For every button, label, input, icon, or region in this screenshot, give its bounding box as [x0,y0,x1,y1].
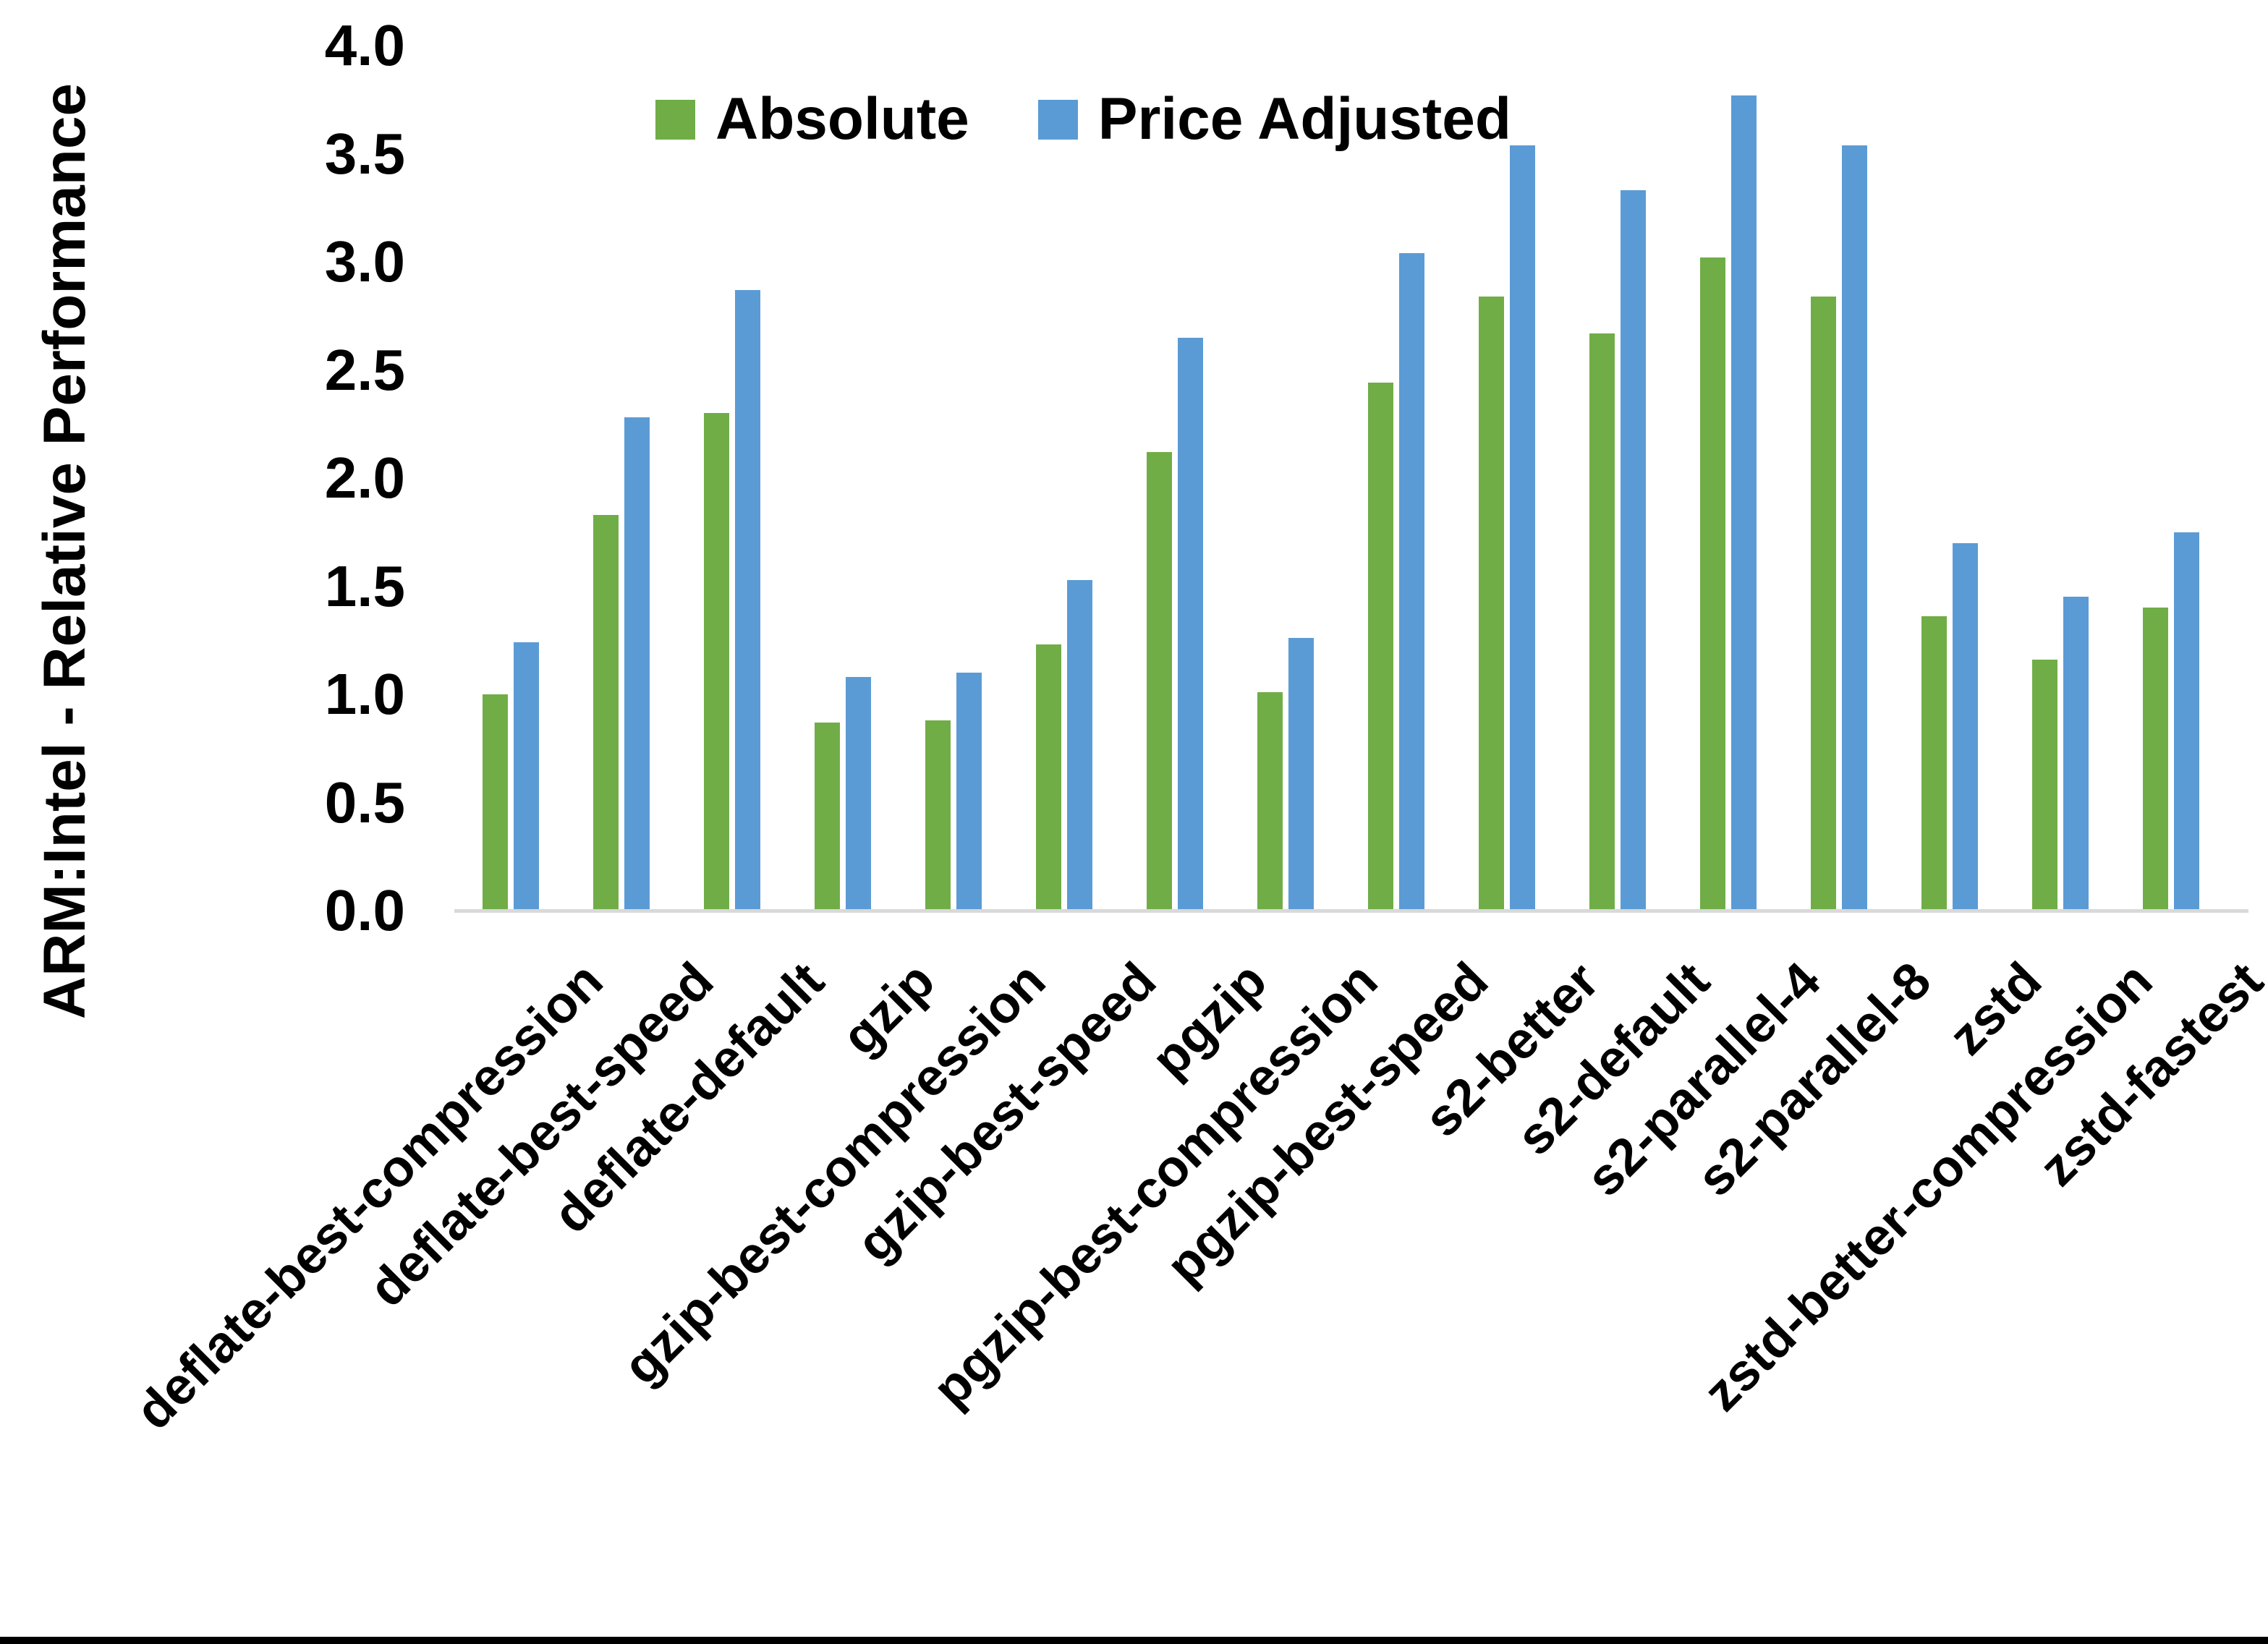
bar-price-adjusted-gzip-best-speed [1067,580,1092,911]
y-axis-title: ARM:Intel - Relative Performance [32,82,98,1020]
bar-price-adjusted-zstd-fastest [2174,532,2199,911]
bar-absolute-s2-better [1479,297,1504,911]
bar-absolute-gzip-best-compression [925,720,951,911]
bar-absolute-pgzip [1147,452,1172,911]
bar-price-adjusted-s2-parallel-8 [1842,145,1867,911]
y-tick-label-4.0: 4.0 [324,13,405,77]
y-tick-label-2.5: 2.5 [324,337,405,402]
bar-price-adjusted-gzip-best-compression [956,673,982,911]
bar-price-adjusted-s2-better [1510,145,1535,911]
bar-price-adjusted-s2-default [1621,190,1646,911]
legend-item-absolute: Absolute [655,85,969,153]
x-axis-line [454,909,2248,913]
bar-absolute-pgzip-best-speed [1368,383,1393,911]
legend-label: Absolute [715,86,969,152]
legend-swatch-icon [1037,99,1078,140]
y-tick-label-0.0: 0.0 [324,878,405,942]
legend-label: Price Adjusted [1097,86,1511,152]
bar-absolute-zstd-better-compression [2032,660,2057,911]
bar-price-adjusted-gzip [846,677,871,911]
bar-absolute-zstd-fastest [2143,608,2168,911]
y-tick-label-3.5: 3.5 [324,121,405,186]
legend: Absolute Price Adjusted [655,85,1511,153]
legend-swatch-icon [655,99,695,140]
bar-price-adjusted-deflate-default [735,290,760,911]
bar-absolute-gzip [815,723,840,911]
legend-item-price-adjusted: Price Adjusted [1037,85,1511,153]
y-tick-label-1.5: 1.5 [324,553,405,618]
bar-price-adjusted-pgzip-best-speed [1399,253,1424,911]
bar-absolute-gzip-best-speed [1036,644,1061,911]
bar-absolute-s2-default [1589,333,1615,911]
bottom-frame-border [0,1637,2268,1644]
bar-absolute-s2-parallel-8 [1811,297,1836,911]
bar-price-adjusted-deflate-best-speed [624,417,650,911]
bar-absolute-deflate-best-speed [593,515,619,911]
bar-price-adjusted-deflate-best-compression [514,642,539,911]
bar-price-adjusted-s2-parallel-4 [1731,95,1757,911]
bar-absolute-deflate-best-compression [483,694,508,911]
bar-absolute-zstd [1921,616,1947,911]
bar-price-adjusted-pgzip [1178,338,1203,911]
y-tick-label-1.0: 1.0 [324,662,405,726]
y-tick-label-2.0: 2.0 [324,446,405,510]
bar-absolute-deflate-default [704,413,729,911]
x-category-label-deflate-best-compression: deflate-best-compression [124,951,614,1441]
bar-price-adjusted-zstd [1953,543,1978,911]
plot-area [454,46,2248,911]
bar-absolute-s2-parallel-4 [1700,257,1725,911]
y-tick-label-3.0: 3.0 [324,229,405,294]
y-tick-label-0.5: 0.5 [324,770,405,835]
bar-absolute-pgzip-best-compression [1257,692,1283,911]
bar-price-adjusted-pgzip-best-compression [1288,638,1314,911]
bar-price-adjusted-zstd-better-compression [2063,597,2089,911]
